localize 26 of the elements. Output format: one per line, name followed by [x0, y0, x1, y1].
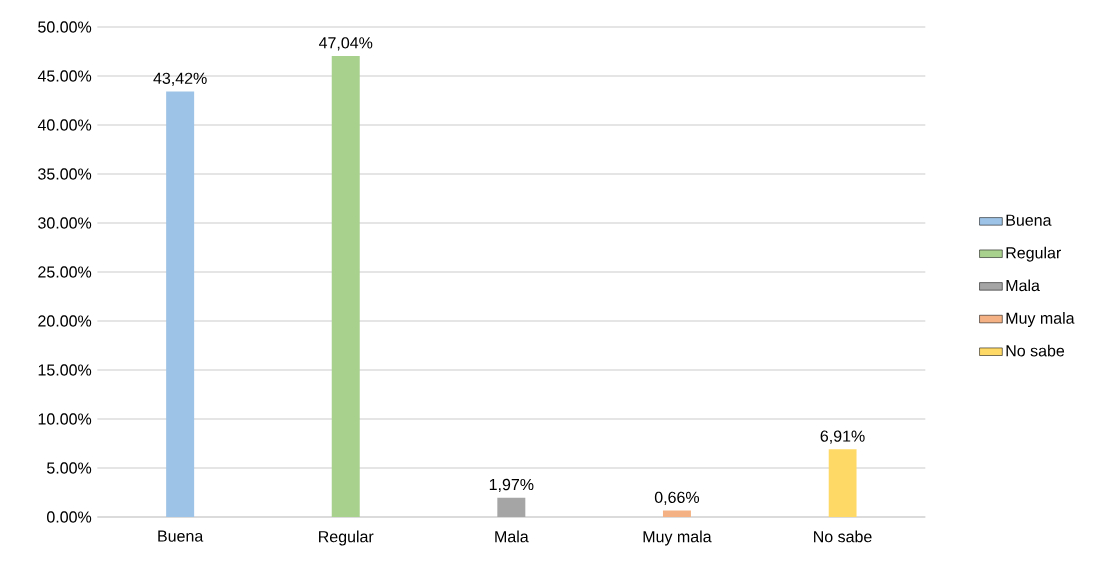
y-tick-label: 0.00% [47, 511, 92, 523]
data-label: 0,66% [654, 491, 700, 505]
data-label: 47,04% [318, 37, 373, 51]
legend-label: Mala [1006, 279, 1040, 292]
y-tick-label: 35.00% [38, 168, 92, 180]
y-tick-label: 25.00% [38, 266, 92, 278]
y-tick-label: 45.00% [37, 70, 92, 82]
y-tick-label: 5.00% [47, 462, 92, 474]
x-tick-label: Muy mala [643, 530, 712, 546]
legend-label: Muy mala [1006, 312, 1075, 327]
legend-label: No sabe [1006, 344, 1065, 357]
y-tick-label: 30.00% [38, 217, 92, 229]
legend-label: Buena [1006, 214, 1052, 226]
data-label: 1,97% [489, 478, 534, 493]
x-tick-label: Buena [158, 530, 204, 542]
x-tick-label: Regular [319, 530, 374, 546]
y-tick-label: 40.00% [37, 119, 92, 131]
y-tick-label: 50.00% [38, 21, 92, 33]
x-tick-label: Mala [495, 530, 529, 543]
data-label: 43,42% [153, 72, 207, 86]
data-label: 6,91% [820, 430, 865, 444]
y-tick-label: 15.00% [38, 364, 92, 376]
y-tick-label: 20.00% [38, 315, 92, 327]
legend-label: Regular [1006, 246, 1061, 262]
y-tick-label: 10.00% [38, 413, 92, 425]
x-tick-label: No sabe [814, 530, 872, 543]
